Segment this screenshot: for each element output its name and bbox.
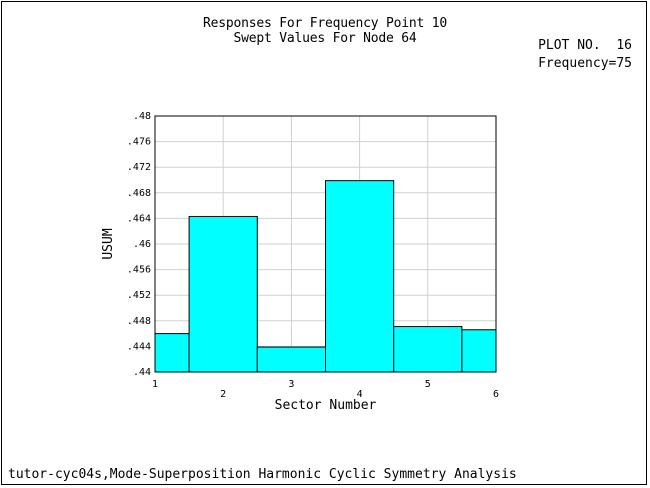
x-tick-label: 6	[493, 389, 499, 400]
y-tick-label: .48	[133, 111, 151, 122]
analysis-caption: tutor-cyc04s,Mode-Superposition Harmonic…	[8, 467, 517, 482]
bar	[256, 346, 326, 373]
y-tick-label: .468	[127, 188, 151, 199]
x-tick-label: 3	[288, 379, 294, 390]
y-tick-label: .456	[127, 265, 151, 276]
y-tick-label: .44	[133, 367, 151, 378]
bars	[154, 180, 497, 373]
bar	[325, 180, 395, 373]
x-tick-label: 2	[220, 389, 226, 400]
plot-border	[154, 115, 497, 373]
chart-title: Responses For Frequency Point 10	[202, 16, 448, 31]
y-tick-label: .46	[133, 239, 151, 250]
frequency-label: Frequency=75	[538, 56, 632, 71]
y-tick-label: .452	[127, 290, 151, 301]
x-axis-label: Sector Number	[275, 398, 377, 413]
x-tick-label: 5	[425, 379, 431, 390]
y-tick-label: .444	[127, 341, 151, 352]
axes	[154, 115, 497, 373]
x-tick-labels: 1 2 3 4 5 6	[152, 379, 499, 400]
x-tick-label: 4	[357, 389, 363, 400]
y-tick-labels: .44 .444 .448 .452 .456 .46 .464 .468 .472 .476 .4…	[127, 111, 151, 378]
bar	[393, 326, 463, 373]
chart-subtitle: Swept Values For Node 64	[233, 31, 417, 46]
bar	[188, 215, 258, 373]
y-tick-label: .472	[127, 162, 151, 173]
y-tick-label: .476	[127, 137, 151, 148]
bar	[461, 329, 497, 373]
plot-number: PLOT NO. 16	[538, 38, 632, 53]
y-axis-label: USUM	[101, 228, 116, 259]
x-tick-label: 1	[152, 379, 158, 390]
y-tick-label: .464	[127, 213, 151, 224]
bar	[154, 333, 190, 373]
y-tick-label: .448	[127, 316, 151, 327]
